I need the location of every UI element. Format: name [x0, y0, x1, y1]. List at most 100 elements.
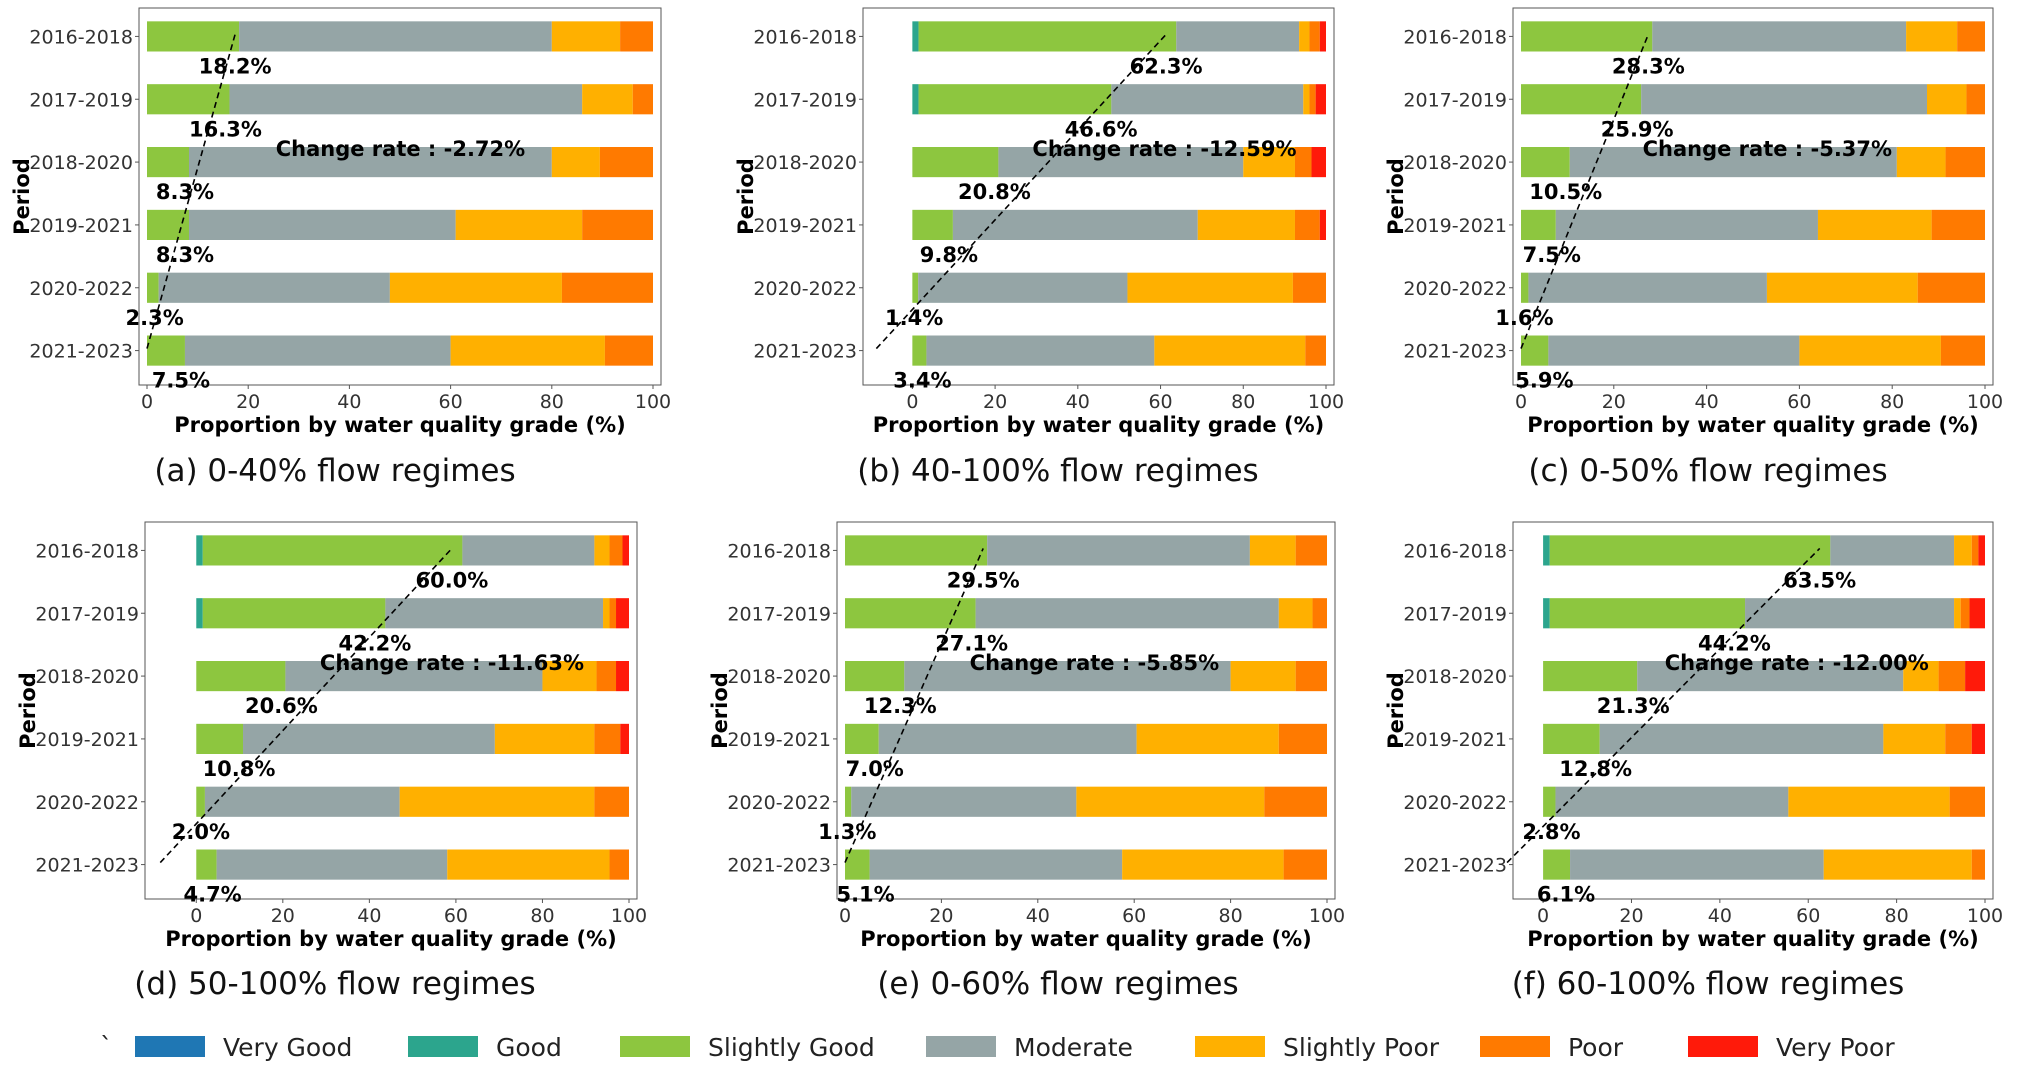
legend-label-poor: Poor: [1568, 1033, 1624, 1062]
legend: ` Very Good Good Slightly Good Moderate Sligh…: [100, 1032, 1895, 1062]
legend-prefix: `: [100, 1032, 113, 1061]
bar-slightly-poor-2020-2022: [1076, 786, 1265, 817]
bar-poor-2019-2021: [1278, 723, 1327, 754]
y-tick-label: 2017-2019: [727, 603, 831, 625]
bar-slightly-poor-2020-2022: [389, 272, 562, 303]
bar-slightly-poor-2021-2023: [447, 849, 610, 880]
data-label: 1.4%: [885, 306, 943, 330]
x-tick-label: 80: [1219, 905, 1243, 927]
bar-moderate-2019-2021: [952, 209, 1198, 240]
bar-slightly-poor-2018-2020: [1230, 661, 1296, 692]
legend-label-very-good: Very Good: [223, 1033, 352, 1062]
x-tick-label: 20: [236, 391, 260, 413]
y-tick-label: 2017-2019: [29, 89, 133, 111]
y-tick-label: 2018-2020: [1403, 666, 1507, 688]
data-label: 12.8%: [1559, 757, 1632, 781]
bar-poor-2021-2023: [604, 335, 653, 366]
bar-moderate-2018-2020: [1637, 661, 1904, 692]
bar-slightly-good-2017-2019: [147, 84, 230, 115]
y-tick-label: 2016-2018: [1403, 540, 1507, 562]
data-label: 20.6%: [245, 694, 318, 718]
bar-moderate-2020-2022: [918, 272, 1128, 303]
y-tick-label: 2019-2021: [753, 215, 857, 237]
bar-slightly-good-2018-2020: [147, 147, 189, 178]
bar-moderate-2016-2018: [1652, 21, 1907, 52]
bar-slightly-good-2019-2021: [147, 209, 189, 240]
bar-moderate-2020-2022: [1555, 786, 1789, 817]
data-label: 16.3%: [189, 117, 262, 141]
panel-caption: (b) 40-100% flow regimes: [857, 453, 1258, 489]
y-tick-label: 2016-2018: [727, 540, 831, 562]
bar-moderate-2019-2021: [243, 723, 495, 754]
bar-poor-2017-2019: [1309, 84, 1316, 115]
bar-slightly-poor-2021-2023: [450, 335, 605, 366]
bar-moderate-2019-2021: [1555, 209, 1818, 240]
data-label: 44.2%: [1698, 631, 1771, 655]
y-tick-label: 2019-2021: [29, 215, 133, 237]
data-label: 7.5%: [1523, 243, 1581, 267]
x-tick-label: 80: [1231, 391, 1255, 413]
bar-slightly-good-2016-2018: [202, 535, 463, 566]
data-label: 5.9%: [1515, 369, 1573, 393]
bar-slightly-good-2016-2018: [1549, 535, 1831, 566]
bar-slightly-poor-2017-2019: [603, 598, 610, 629]
bar-slightly-good-2021-2023: [147, 335, 185, 366]
data-label: 12.3%: [864, 694, 937, 718]
bar-slightly-good-2017-2019: [1549, 598, 1746, 629]
data-label: 3.4%: [893, 369, 951, 393]
bar-very-poor-2018-2020: [616, 661, 629, 692]
bar-slightly-poor-2016-2018: [551, 21, 621, 52]
x-tick-label: 40: [357, 905, 381, 927]
bar-poor-2017-2019: [632, 84, 653, 115]
x-tick-label: 60: [1122, 905, 1146, 927]
bar-poor-2017-2019: [1966, 84, 1985, 115]
bar-poor-2021-2023: [1305, 335, 1326, 366]
bar-slightly-poor-2017-2019: [1303, 84, 1310, 115]
bar-slightly-good-2017-2019: [202, 598, 386, 629]
bar-good-2017-2019: [196, 598, 203, 629]
bar-poor-2018-2020: [1294, 147, 1312, 178]
bar-moderate-2016-2018: [462, 535, 595, 566]
data-label: 27.1%: [935, 631, 1008, 655]
bar-slightly-good-2016-2018: [1521, 21, 1653, 52]
change-rate-label: Change rate : -12.00%: [1665, 651, 1929, 675]
bar-slightly-good-2019-2021: [912, 209, 953, 240]
y-tick-label: 2019-2021: [1403, 729, 1507, 751]
bar-moderate-2019-2021: [878, 723, 1137, 754]
bar-poor-2016-2018: [1309, 21, 1320, 52]
data-label: 7.0%: [846, 757, 904, 781]
plot-frame: [1512, 521, 1994, 900]
bar-slightly-poor-2021-2023: [1823, 849, 1972, 880]
bar-moderate-2019-2021: [1599, 723, 1884, 754]
x-tick-label: 80: [530, 905, 554, 927]
y-tick-label: 2018-2020: [29, 152, 133, 174]
bar-slightly-good-2016-2018: [845, 535, 988, 566]
x-axis-label: Proportion by water quality grade (%): [165, 927, 616, 951]
panel-caption: (f) 60-100% flow regimes: [1512, 966, 1905, 1002]
data-label: 29.5%: [947, 568, 1020, 592]
bar-slightly-good-2021-2023: [1521, 335, 1549, 366]
bar-poor-2020-2022: [561, 272, 653, 303]
y-tick-label: 2018-2020: [35, 666, 139, 688]
data-label: 2.3%: [126, 306, 184, 330]
bar-poor-2019-2021: [1931, 209, 1985, 240]
data-label: 28.3%: [1612, 54, 1685, 78]
bar-poor-2016-2018: [1971, 535, 1979, 566]
legend-label-good: Good: [496, 1033, 562, 1062]
data-label: 8.3%: [156, 243, 214, 267]
x-tick-label: 40: [1026, 905, 1050, 927]
data-label: 46.6%: [1065, 117, 1138, 141]
bar-slightly-good-2019-2021: [196, 723, 244, 754]
bar-poor-2018-2020: [596, 661, 617, 692]
bar-very-poor-2018-2020: [1965, 661, 1985, 692]
y-axis-label: Period: [734, 158, 758, 235]
bar-very-poor-2017-2019: [1315, 84, 1326, 115]
bar-slightly-poor-2020-2022: [1766, 272, 1918, 303]
x-tick-label: 0: [1515, 391, 1527, 413]
y-tick-label: 2018-2020: [727, 666, 831, 688]
bar-slightly-poor-2016-2018: [594, 535, 610, 566]
change-rate-label: Change rate : -11.63%: [320, 651, 584, 675]
chart-panel-4: 2016-20182017-20192018-20202019-20212020…: [16, 521, 647, 1002]
data-label: 62.3%: [1130, 54, 1203, 78]
bar-poor-2017-2019: [609, 598, 617, 629]
